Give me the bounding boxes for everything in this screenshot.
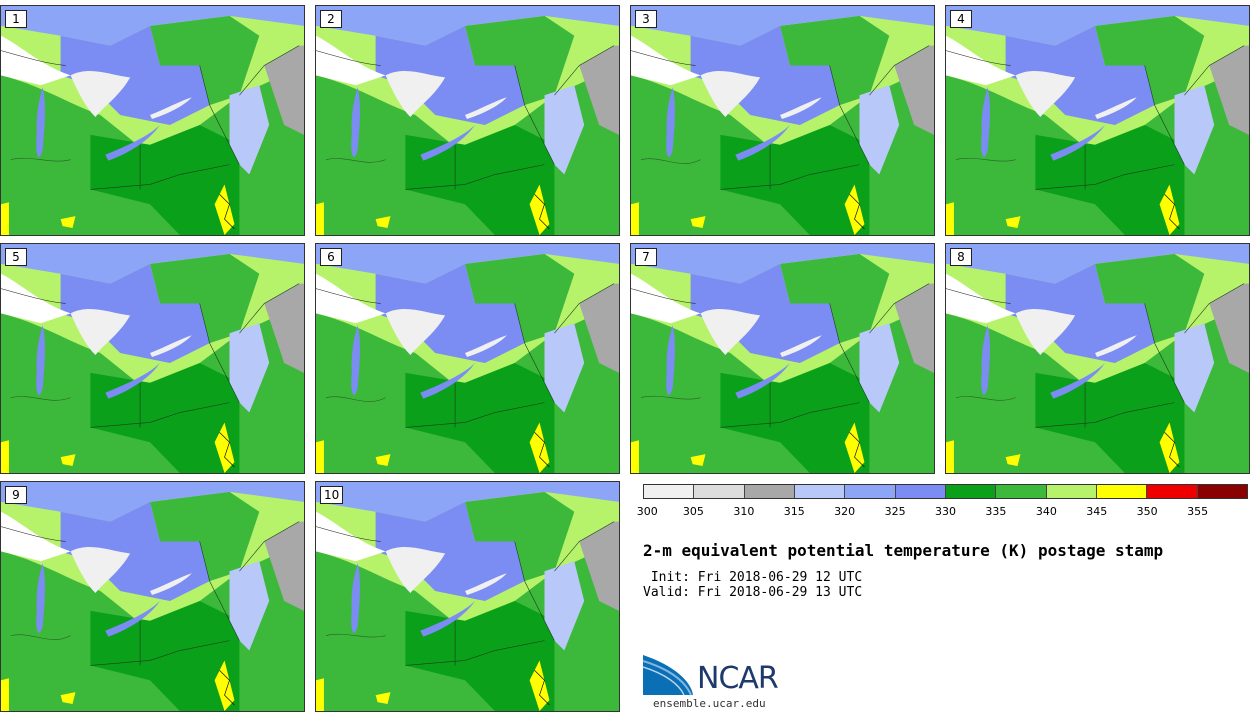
postage-stamp-map: 10 — [315, 481, 620, 712]
member-number-label: 7 — [635, 248, 657, 266]
valid-time: Valid: Fri 2018-06-29 13 UTC — [643, 585, 863, 600]
postage-stamp-map: 5 — [0, 243, 305, 474]
color-legend-tick-label: 315 — [783, 505, 805, 518]
color-legend-tick-label: 355 — [1187, 505, 1209, 518]
color-legend-segment — [895, 485, 946, 498]
color-legend-tick-label: 340 — [1035, 505, 1057, 518]
postage-stamp-map: 7 — [630, 243, 935, 474]
member-number-label: 4 — [950, 10, 972, 28]
color-legend-tick-label: 330 — [935, 505, 956, 518]
color-legend-bar — [643, 484, 1248, 499]
color-legend-segment — [694, 485, 745, 498]
postage-stamp-map: 8 — [945, 243, 1250, 474]
member-number-label: 3 — [635, 10, 657, 28]
color-legend-tick-label: 300 — [636, 505, 658, 518]
color-legend-segment — [744, 485, 795, 498]
color-legend-segment — [1197, 485, 1247, 498]
color-legend-tick-label: 335 — [985, 505, 1007, 518]
site-url: ensemble.ucar.edu — [653, 697, 766, 710]
color-legend-tick-label: 345 — [1086, 505, 1108, 518]
color-legend-segment — [845, 485, 896, 498]
member-number-label: 5 — [5, 248, 27, 266]
color-legend-segment — [794, 485, 846, 498]
ncar-logo-icon — [643, 655, 693, 696]
color-legend-tick-label: 320 — [834, 505, 856, 518]
page-title: 2-m equivalent potential temperature (K)… — [643, 541, 1164, 560]
color-legend-segment — [1147, 485, 1198, 498]
color-legend-segment — [1096, 485, 1148, 498]
member-number-label: 9 — [5, 486, 27, 504]
postage-stamp-map: 2 — [315, 5, 620, 236]
color-legend-ticks: 300 305 310 315 320 325 330 335 340 345 350 355 — [637, 505, 1248, 521]
postage-stamp-map: 3 — [630, 5, 935, 236]
color-legend-segment — [945, 485, 997, 498]
member-number-label: 8 — [950, 248, 972, 266]
member-number-label: 10 — [320, 486, 344, 504]
color-legend-segment — [996, 485, 1047, 498]
color-legend-segment — [1046, 485, 1097, 498]
member-number-label: 2 — [320, 10, 342, 28]
ncar-logo-text: NCAR — [697, 661, 779, 696]
postage-stamp-map: 6 — [315, 243, 620, 474]
color-legend-segment — [644, 485, 695, 498]
postage-stamp-map: 1 — [0, 5, 305, 236]
member-number-label: 1 — [5, 10, 27, 28]
color-legend-tick-label: 350 — [1136, 505, 1158, 518]
color-legend-tick-label: 325 — [884, 505, 906, 518]
color-legend-tick-label: 305 — [682, 505, 704, 518]
color-legend-tick-label: 310 — [733, 505, 755, 518]
init-time: Init: Fri 2018-06-29 12 UTC — [643, 570, 863, 585]
postage-stamp-map: 4 — [945, 5, 1250, 236]
postage-stamp-map: 9 — [0, 481, 305, 712]
member-number-label: 6 — [320, 248, 342, 266]
